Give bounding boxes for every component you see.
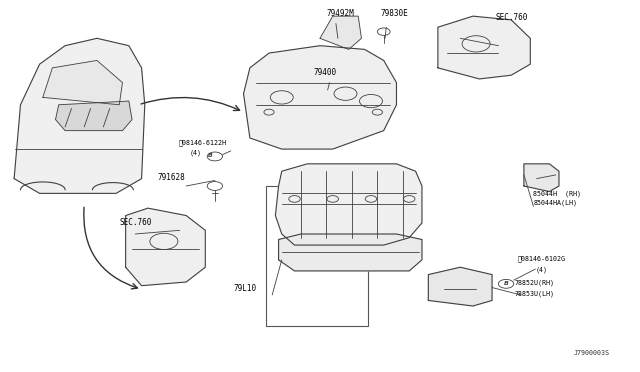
Text: 79830E: 79830E bbox=[381, 9, 408, 18]
Text: 85044H  (RH): 85044H (RH) bbox=[534, 190, 582, 197]
Text: J7900003S: J7900003S bbox=[574, 350, 610, 356]
Polygon shape bbox=[43, 61, 122, 105]
Text: Ⓑ08146-6122H: Ⓑ08146-6122H bbox=[179, 140, 227, 146]
Text: B: B bbox=[207, 153, 212, 158]
Text: B: B bbox=[504, 281, 508, 286]
Polygon shape bbox=[125, 208, 205, 286]
Text: 78852U(RH): 78852U(RH) bbox=[515, 280, 554, 286]
Polygon shape bbox=[14, 38, 145, 193]
Polygon shape bbox=[244, 46, 396, 149]
Polygon shape bbox=[56, 101, 132, 131]
Polygon shape bbox=[320, 16, 362, 49]
Polygon shape bbox=[275, 164, 422, 245]
Text: 79L10: 79L10 bbox=[234, 284, 257, 293]
Text: 85044HA(LH): 85044HA(LH) bbox=[534, 200, 577, 206]
Text: 79492M: 79492M bbox=[326, 9, 354, 18]
Text: 78853U(LH): 78853U(LH) bbox=[515, 290, 554, 297]
Text: 791628: 791628 bbox=[157, 173, 185, 182]
Text: SEC.760: SEC.760 bbox=[495, 13, 527, 22]
Polygon shape bbox=[524, 164, 559, 192]
Polygon shape bbox=[428, 267, 492, 306]
Polygon shape bbox=[438, 16, 531, 79]
Text: Ⓑ08146-6102G: Ⓑ08146-6102G bbox=[518, 255, 566, 262]
Text: 79400: 79400 bbox=[314, 68, 337, 77]
Text: SEC.760: SEC.760 bbox=[119, 218, 152, 227]
Text: (4): (4) bbox=[536, 266, 547, 273]
Text: (4): (4) bbox=[189, 150, 202, 157]
Polygon shape bbox=[278, 234, 422, 271]
